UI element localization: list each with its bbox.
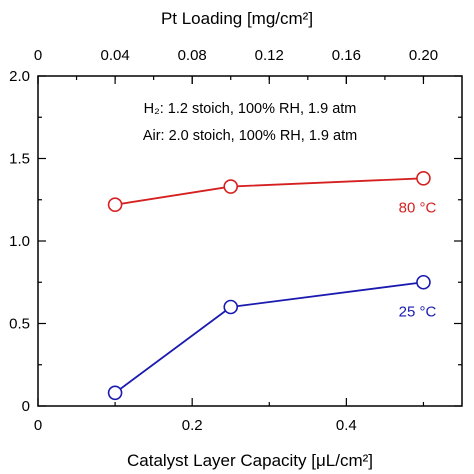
data-point <box>107 197 123 212</box>
x-tick-label: 0.4 <box>336 417 357 434</box>
x2-tick-label: 0.12 <box>255 47 284 64</box>
series-line <box>114 281 424 394</box>
x2-tick-label: 0.16 <box>332 47 361 64</box>
x2-axis-title: Pt Loading [mg/cm²] <box>161 9 313 28</box>
series-line <box>114 177 424 206</box>
annotation-air: Air: 2.0 stoich, 100% RH, 1.9 atm <box>143 128 357 144</box>
x-tick-label: 0 <box>34 417 42 434</box>
x2-tick-label: 0.04 <box>100 47 129 64</box>
data-point <box>107 385 123 401</box>
x-tick-label: 0.2 <box>182 417 203 434</box>
y-tick-label: 1.5 <box>9 151 30 168</box>
x2-tick-label: 0 <box>34 47 42 64</box>
x2-tick-label: 0.08 <box>178 47 207 64</box>
plot-frame <box>37 75 463 407</box>
x-axis-title: Catalyst Layer Capacity [μL/cm²] <box>127 451 373 470</box>
series-label: 25 °C <box>399 303 437 320</box>
y-tick-label: 2.0 <box>9 68 30 85</box>
series-group: 80 °C 25 °C <box>107 171 437 401</box>
data-point <box>416 274 431 290</box>
data-point <box>416 171 431 186</box>
annotation-h2: H₂: 1.2 stoich, 100% RH, 1.9 atm <box>144 101 357 117</box>
y-tick-label: 0.5 <box>9 316 30 333</box>
x2-tick-label: 0.20 <box>409 47 438 64</box>
axis-ticks <box>37 75 462 407</box>
y-tick-label: 1.0 <box>9 233 30 250</box>
axis-tick-labels: 0 0.2 0.4 0 0.04 0.08 0.12 0.16 0.20 0 0.5 1.0 1.5 2.… <box>9 47 438 434</box>
data-point <box>223 179 239 194</box>
data-point <box>223 299 239 315</box>
series-label: 80 °C <box>399 199 437 216</box>
y-tick-label: 0 <box>22 398 30 415</box>
